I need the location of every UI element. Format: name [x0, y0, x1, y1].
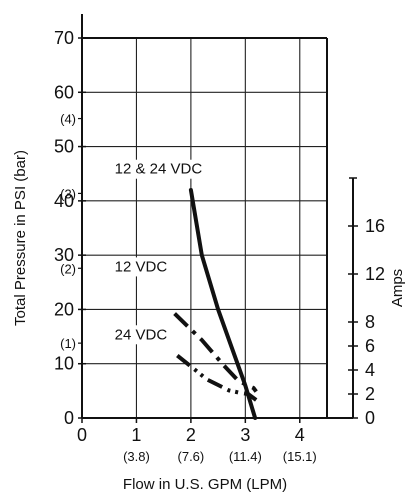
series-line-2 — [173, 312, 258, 393]
x-tick-label: 3 — [240, 425, 250, 445]
x-tick-label: 2 — [186, 425, 196, 445]
x-tick-label: 1 — [131, 425, 141, 445]
x-tick-sublabel: (11.4) — [229, 449, 262, 464]
x-axis-title: Flow in U.S. GPM (LPM) — [123, 476, 287, 493]
x-tick-sublabel: (7.6) — [178, 449, 205, 464]
series-label-1: 12 & 24 VDC — [115, 161, 203, 178]
y-tick-label: 20 — [54, 299, 74, 319]
amps-tick-label: 4 — [365, 360, 375, 380]
y-tick-label: 30 — [54, 245, 74, 265]
amps-tick-label: 2 — [365, 384, 375, 404]
x-tick-sublabel: (3.8) — [123, 449, 150, 464]
amps-tick-label: 0 — [365, 408, 375, 428]
series-label-bg — [111, 159, 206, 179]
y-tick-label: 10 — [54, 354, 74, 374]
series-label-bg — [111, 257, 171, 277]
y-tick-label: 70 — [54, 28, 74, 48]
y-tick-label: 50 — [54, 137, 74, 157]
series-line-3 — [176, 354, 258, 402]
x-tick-label: 4 — [295, 425, 305, 445]
bar-tick-label: (1) — [60, 336, 76, 351]
series-label-bg — [111, 325, 171, 345]
y-tick-label: 60 — [54, 82, 74, 102]
series-label-2: 12 VDC — [115, 258, 168, 275]
amps-tick-label: 8 — [365, 312, 375, 332]
x-tick-sublabel: (15.1) — [283, 449, 317, 464]
y-axis-title: Total Pressure in PSI (bar) — [12, 150, 29, 326]
series-label-3: 24 VDC — [115, 326, 168, 343]
y-tick-label: 40 — [54, 191, 74, 211]
y-tick-label: 0 — [64, 408, 74, 428]
bar-tick-label: (3) — [60, 186, 76, 201]
bar-tick-label: (4) — [60, 112, 76, 127]
bar-tick-label: (2) — [60, 261, 76, 276]
amps-tick-label: 12 — [365, 264, 385, 284]
x-tick-label: 0 — [77, 425, 87, 445]
series-line-1 — [188, 188, 258, 420]
amps-tick-label: 6 — [365, 336, 375, 356]
amps-axis-title: Amps — [389, 269, 406, 307]
amps-tick-label: 16 — [365, 216, 385, 236]
